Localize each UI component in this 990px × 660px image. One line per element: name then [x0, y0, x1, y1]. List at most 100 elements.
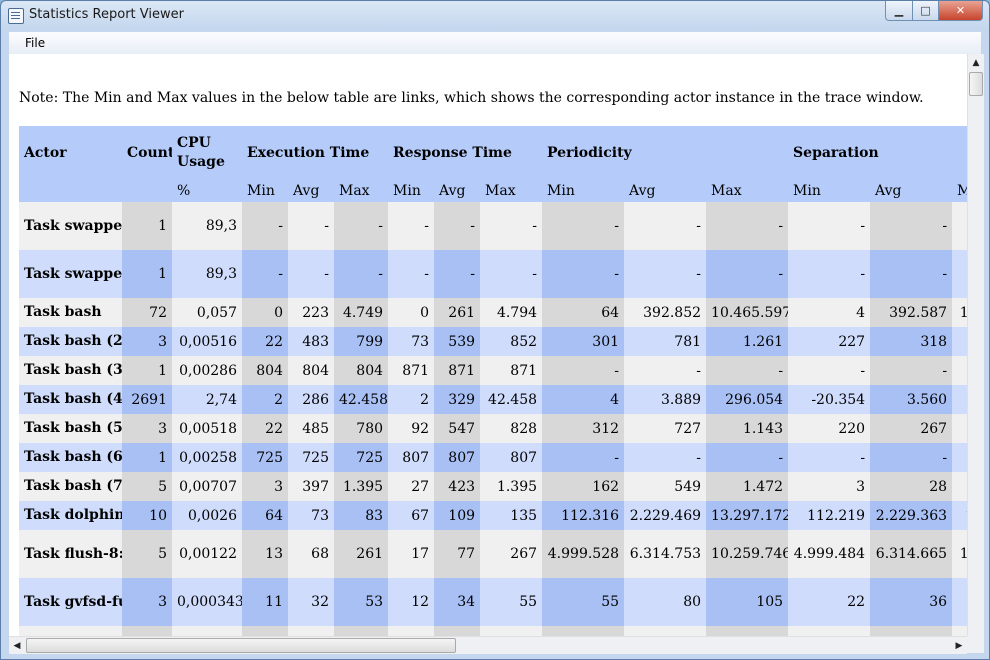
cell-r-max[interactable]: 55 [480, 578, 543, 626]
col-resp-min: Min [388, 180, 435, 202]
cell-s-max [952, 578, 967, 626]
cell-e-min[interactable]: 3 [242, 472, 288, 501]
cell-s-max[interactable]: 1( [952, 530, 967, 578]
cell-p-min[interactable]: 4 [542, 385, 625, 414]
cell-s-min[interactable]: 4.999.484 [788, 530, 871, 578]
cell-e-min[interactable]: 2 [242, 385, 288, 414]
cell-s-min[interactable]: 112.219 [788, 501, 871, 530]
cell-e-max[interactable]: 83 [334, 501, 389, 530]
cell-e-max [334, 626, 389, 636]
col-sep-avg: Avg [870, 180, 953, 202]
cell-r-max[interactable]: 4.794 [480, 298, 543, 327]
cell-r-min[interactable]: 807 [388, 443, 435, 472]
cell-r-avg: 261 [434, 298, 481, 327]
cell-s-min[interactable]: 22 [788, 578, 871, 626]
menu-file[interactable]: File [25, 36, 46, 50]
title-bar[interactable]: Statistics Report Viewer ▁ □ ✕ [1, 1, 989, 31]
scroll-right-button[interactable]: ▶ [951, 637, 967, 654]
col-exec-max: Max [334, 180, 389, 202]
cell-p-min[interactable]: 4.999.528 [542, 530, 625, 578]
vertical-scroll-thumb[interactable] [969, 72, 983, 96]
cell-e-min[interactable]: 0 [242, 298, 288, 327]
cell-p-max[interactable]: 13.297.172 [706, 501, 789, 530]
cell-r-max[interactable]: 42.458 [480, 385, 543, 414]
maximize-button[interactable]: □ [913, 1, 939, 21]
scroll-left-button[interactable]: ◀ [9, 637, 25, 654]
cell-e-max[interactable]: 804 [334, 356, 389, 385]
cell-r-min[interactable]: 27 [388, 472, 435, 501]
cell-p-max: - [706, 202, 789, 250]
cell-r-max[interactable]: 871 [480, 356, 543, 385]
size-grip [967, 636, 984, 653]
cell-e-min[interactable]: 725 [242, 443, 288, 472]
cell-p-min[interactable]: 55 [542, 578, 625, 626]
cell-e-min[interactable]: 22 [242, 327, 288, 356]
cell-p-min[interactable]: 112.316 [542, 501, 625, 530]
cell-p-max[interactable]: 1.261 [706, 327, 789, 356]
table-row: Task bash (7) 5 0,00707 3 397 1.395 27 423 1.395… [19, 472, 967, 501]
cell-p-max[interactable]: 296.054 [706, 385, 789, 414]
cell-r-max[interactable]: 852 [480, 327, 543, 356]
cell-p-max[interactable]: 10.465.597 [706, 298, 789, 327]
cell-s-min[interactable]: 3 [788, 472, 871, 501]
window-controls: ▁ □ ✕ [885, 1, 983, 21]
cell-s-max[interactable]: 1( [952, 298, 967, 327]
actor-cell: Task swapper/0 [19, 202, 122, 250]
cell-e-min[interactable]: 13 [242, 530, 288, 578]
cell-e-min[interactable]: 64 [242, 501, 288, 530]
cell-e-min[interactable]: 804 [242, 356, 288, 385]
cell-r-min[interactable]: 2 [388, 385, 435, 414]
cell-r-max[interactable]: 267 [480, 530, 543, 578]
cell-r-max[interactable]: 1.395 [480, 472, 543, 501]
report-content: Note: The Min and Max values in the belo… [9, 54, 967, 636]
cell-r-min[interactable]: 0 [388, 298, 435, 327]
cell-e-max[interactable]: 261 [334, 530, 389, 578]
cell-s-min[interactable]: 220 [788, 414, 871, 443]
cell-s-min[interactable]: -20.354 [788, 385, 871, 414]
cell-e-min[interactable]: 22 [242, 414, 288, 443]
cell-r-min[interactable]: 73 [388, 327, 435, 356]
cell-e-max[interactable]: 4.749 [334, 298, 389, 327]
cell-e-max[interactable]: 1.395 [334, 472, 389, 501]
cell-r-min[interactable]: 67 [388, 501, 435, 530]
cell-s-avg [870, 626, 953, 636]
vertical-scrollbar[interactable]: ▲ [967, 54, 984, 636]
cell-r-min[interactable]: 12 [388, 578, 435, 626]
cell-p-max[interactable]: 105 [706, 578, 789, 626]
horizontal-scrollbar[interactable]: ◀ ▶ [9, 636, 967, 654]
cell-e-max[interactable]: 780 [334, 414, 389, 443]
cell-r-min[interactable]: 871 [388, 356, 435, 385]
cell-r-max[interactable]: 807 [480, 443, 543, 472]
col-sep-min: Min [788, 180, 871, 202]
horizontal-scroll-thumb[interactable] [26, 638, 456, 653]
cell-s-min[interactable]: 4 [788, 298, 871, 327]
note-text: Note: The Min and Max values in the belo… [19, 90, 924, 106]
cell-e-min[interactable]: 11 [242, 578, 288, 626]
scroll-up-button[interactable]: ▲ [968, 54, 984, 71]
cell-p-min[interactable]: 162 [542, 472, 625, 501]
cell-r-max[interactable]: 828 [480, 414, 543, 443]
cell-p-max[interactable]: 10.259.746 [706, 530, 789, 578]
cell-p-max[interactable]: 1.472 [706, 472, 789, 501]
cell-e-max[interactable]: 799 [334, 327, 389, 356]
cell-p-min[interactable]: 64 [542, 298, 625, 327]
cell-r-min[interactable]: 92 [388, 414, 435, 443]
cell-r-min[interactable]: 17 [388, 530, 435, 578]
close-button[interactable]: ✕ [939, 1, 983, 21]
table-row: Task bash 72 0,057 0 223 4.749 0 261 4.794 64 392.… [19, 298, 967, 327]
cell-r-max[interactable]: 135 [480, 501, 543, 530]
cell-count: 3 [122, 414, 172, 443]
actor-cell: Task dolphin [19, 501, 122, 530]
cell-p-max[interactable]: 1.143 [706, 414, 789, 443]
col-sep-max: M [952, 180, 967, 202]
cell-s-max[interactable]: 1 [952, 501, 967, 530]
cell-e-max[interactable]: 42.458 [334, 385, 389, 414]
cell-s-min[interactable]: 227 [788, 327, 871, 356]
cell-p-min[interactable]: 301 [542, 327, 625, 356]
col-per-min: Min [542, 180, 625, 202]
cell-e-max[interactable]: 53 [334, 578, 389, 626]
minimize-button[interactable]: ▁ [885, 1, 913, 21]
cell-e-max[interactable]: 725 [334, 443, 389, 472]
cell-p-min[interactable]: 312 [542, 414, 625, 443]
cell-p-min: - [542, 202, 625, 250]
